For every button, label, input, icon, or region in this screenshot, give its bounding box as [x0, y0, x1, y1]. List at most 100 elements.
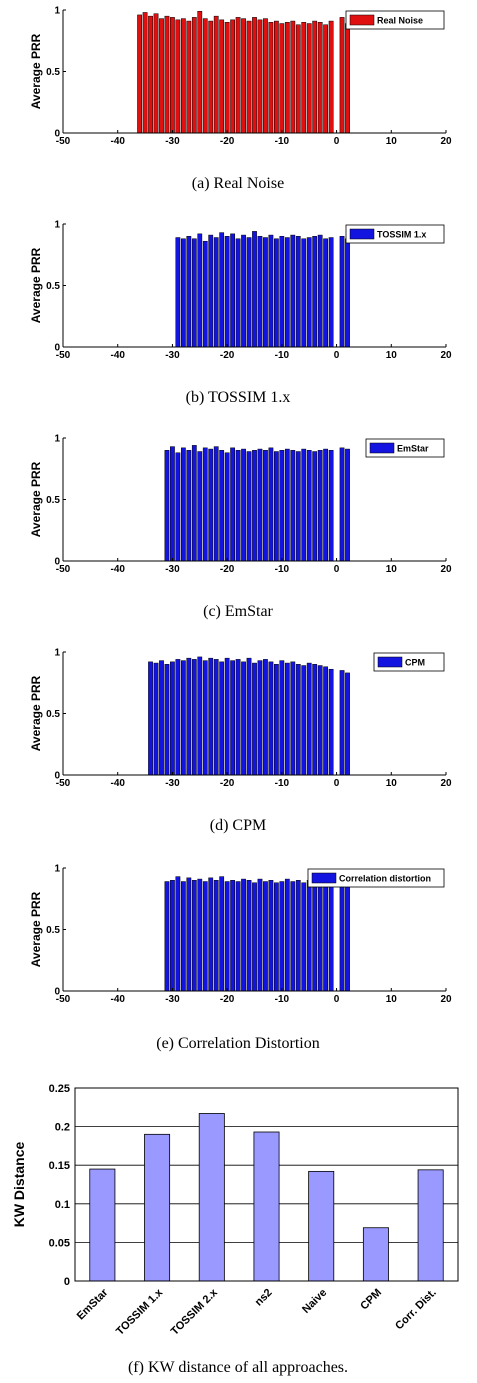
y-tick-label: 0.5 — [46, 495, 60, 506]
prr-bar — [153, 13, 159, 134]
prr-bar — [252, 882, 257, 992]
prr-bar — [252, 231, 257, 348]
prr-bar — [202, 447, 208, 562]
prr-bar — [180, 881, 186, 992]
prr-bar — [175, 19, 181, 134]
x-category-label: ns2 — [253, 1287, 275, 1309]
prr-bar — [295, 664, 301, 776]
prr-bar — [159, 18, 164, 134]
prr-bar — [323, 880, 329, 992]
prr-bar — [219, 19, 225, 134]
x-tick-label: -10 — [275, 778, 290, 789]
x-tick-label: 10 — [386, 564, 398, 575]
prr-bar — [224, 657, 230, 776]
prr-bar — [230, 233, 235, 348]
prr-bar — [274, 451, 279, 562]
y-tick-label: 0.5 — [46, 709, 60, 720]
prr-bar — [284, 878, 290, 992]
y-tick-label: 1 — [54, 434, 60, 445]
x-tick-label: -50 — [56, 564, 71, 575]
prr-bar — [241, 234, 246, 348]
x-tick-label: -30 — [165, 564, 180, 575]
legend-box — [307, 868, 445, 888]
caption-kw-distance: (f) KW distance of all approaches. — [128, 1359, 348, 1376]
prr-bar — [208, 448, 214, 562]
x-tick-label: -30 — [165, 136, 180, 147]
prr-bar — [153, 662, 159, 776]
y-tick-label: 1 — [54, 864, 60, 875]
prr-bar — [224, 452, 230, 562]
kw-bar — [89, 1168, 116, 1282]
prr-bar — [219, 232, 225, 348]
prr-bar — [328, 20, 334, 134]
prr-bar — [257, 236, 263, 348]
legend-label: Real Noise — [377, 16, 423, 26]
prr-bar — [246, 20, 252, 134]
prr-bar — [213, 880, 219, 992]
x-tick-label: 0 — [334, 994, 340, 1005]
x-tick-label: 0 — [334, 564, 340, 575]
prr-bar — [246, 237, 252, 348]
prr-bar — [202, 881, 208, 992]
y-tick-label: 0.5 — [46, 67, 60, 78]
prr-bar — [328, 881, 334, 992]
prr-bar — [301, 238, 307, 348]
y-tick-label: 0 — [54, 343, 60, 354]
prr-bar — [213, 15, 219, 134]
prr-bar — [164, 15, 170, 134]
prr-bar — [345, 238, 350, 348]
y-tick-label: 0.05 — [49, 1237, 70, 1249]
prr-bar — [301, 448, 307, 562]
prr-bar — [268, 880, 274, 992]
x-tick-label: -40 — [110, 994, 125, 1005]
prr-bar — [197, 878, 203, 992]
y-tick-label: 0 — [54, 129, 60, 140]
prr-bar — [284, 237, 290, 348]
prr-bar — [202, 18, 208, 134]
x-tick-label: -40 — [110, 136, 125, 147]
prr-bar — [284, 448, 290, 562]
prr-bar — [170, 17, 175, 134]
prr-bar — [224, 236, 230, 348]
x-tick-label: -20 — [220, 136, 235, 147]
prr-bar — [197, 233, 203, 348]
prr-bar — [252, 662, 257, 776]
prr-bar — [301, 22, 307, 134]
prr-bar — [235, 17, 241, 134]
prr-bar — [274, 238, 279, 348]
y-axis-label: Average PRR — [29, 247, 43, 323]
prr-bar — [263, 881, 268, 992]
x-tick-label: -10 — [275, 136, 290, 147]
x-tick-label: -20 — [220, 350, 235, 361]
legend-swatch — [369, 442, 395, 454]
prr-bar — [345, 672, 350, 776]
prr-bar — [339, 236, 345, 348]
prr-bar — [257, 448, 263, 562]
x-tick-label: -40 — [110, 350, 125, 361]
prr-bar — [328, 668, 334, 776]
legend-label: CPM — [405, 658, 425, 668]
prr-bar — [202, 660, 208, 776]
prr-bar — [323, 666, 329, 776]
prr-bar — [290, 234, 296, 348]
x-category-label: TOSSIM 1.x — [114, 1286, 166, 1338]
x-tick-label: 20 — [440, 564, 452, 575]
prr-bar — [230, 880, 235, 992]
prr-bar — [191, 445, 197, 562]
prr-bar — [323, 238, 329, 348]
prr-bar — [191, 238, 197, 348]
prr-bar — [180, 447, 186, 562]
y-tick-label: 0 — [54, 771, 60, 782]
prr-bar — [148, 15, 153, 134]
prr-bar — [142, 12, 148, 134]
prr-bar — [284, 662, 290, 776]
prr-bar — [328, 237, 334, 348]
caption-correlation-distortion: (e) Correlation Distortion — [156, 1035, 320, 1052]
prr-bar — [191, 880, 197, 992]
prr-bar — [197, 656, 203, 776]
prr-bar — [263, 237, 268, 348]
prr-bar — [241, 18, 246, 134]
prr-bar — [279, 660, 285, 776]
x-tick-label: 20 — [440, 136, 452, 147]
prr-bar — [279, 450, 285, 562]
